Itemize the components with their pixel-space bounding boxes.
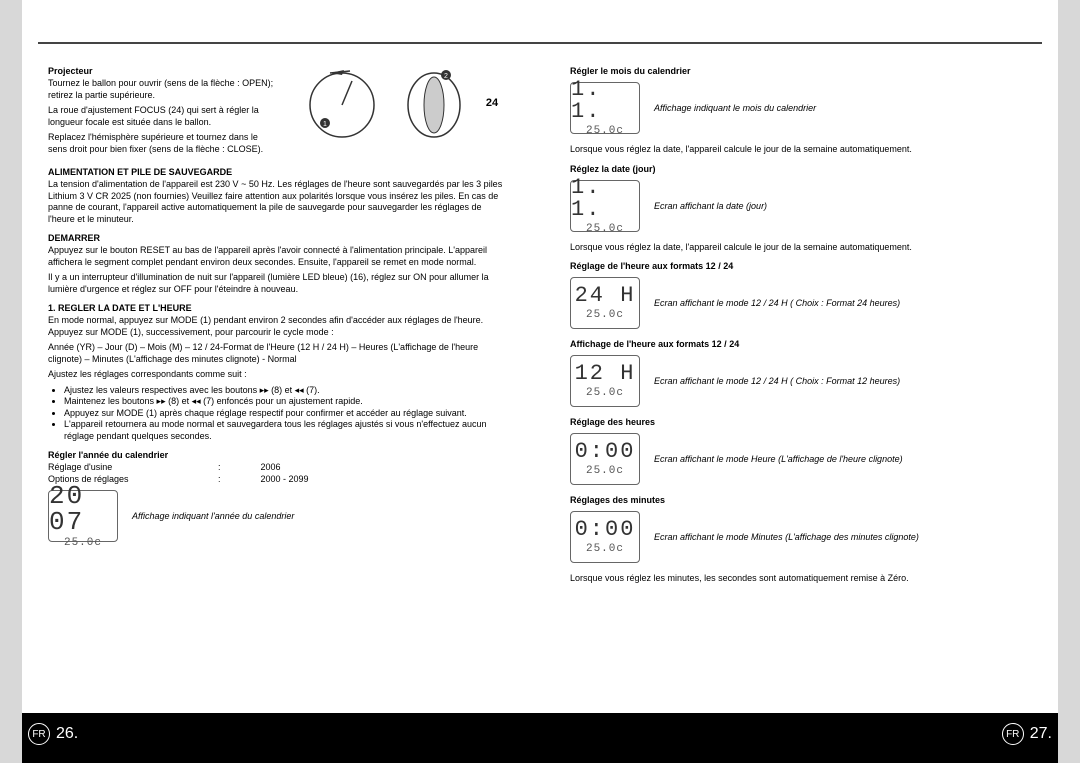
page-number-right: FR 27.: [1002, 723, 1052, 745]
lcd-day: 1. 1. 25.0c: [570, 180, 640, 232]
text: Il y a un interrupteur d'illumination de…: [48, 272, 510, 295]
text: Lorsque vous réglez les minutes, les sec…: [570, 573, 1032, 585]
top-rule: [38, 42, 1042, 44]
lcd-caption: Affichage indiquant le mois du calendrie…: [654, 103, 816, 113]
right-sidebar: [1058, 0, 1080, 763]
svg-text:1: 1: [323, 121, 327, 128]
heading-regler-date: 1. REGLER LA DATE ET L'HEURE: [48, 303, 510, 313]
heading-annee: Régler l'année du calendrier: [48, 450, 510, 460]
text: La roue d'ajustement FOCUS (24) qui sert…: [48, 105, 274, 128]
lcd-sub: 25.0c: [64, 537, 102, 549]
text: Lorsque vous réglez la date, l'appareil …: [570, 242, 1032, 254]
lcd-sub: 25.0c: [586, 387, 624, 399]
lcd-main: 20 07: [49, 483, 117, 535]
list-item: L'appareil retournera au mode normal et …: [64, 419, 510, 442]
lcd-12h: 12 H 25.0c: [570, 355, 640, 407]
lcd-sub: 25.0c: [586, 465, 624, 477]
text: Appuyez sur le bouton RESET au bas de l'…: [48, 245, 510, 268]
heading-demarrer: DEMARRER: [48, 233, 510, 243]
projector-figure: 1 2 24: [290, 58, 510, 148]
lcd-year: 20 07 25.0c: [48, 490, 118, 542]
text: Lorsque vous réglez la date, l'appareil …: [570, 144, 1032, 156]
value: 2000 - 2099: [261, 474, 309, 484]
colon: :: [218, 474, 221, 484]
left-sidebar: [0, 0, 22, 763]
lcd-main: 0:00: [575, 519, 636, 541]
heading-minutes: Réglages des minutes: [570, 495, 1032, 505]
text: Tournez le ballon pour ouvrir (sens de l…: [48, 78, 274, 101]
colon: :: [218, 462, 221, 472]
heading-projecteur: Projecteur: [48, 66, 274, 76]
list-item: Maintenez les boutons ▸▸ (8) et ◂◂ (7) e…: [64, 396, 510, 408]
lcd-main: 1. 1.: [571, 177, 639, 221]
lang-badge: FR: [1002, 723, 1024, 745]
projector-circle-1: 1: [302, 63, 382, 143]
list-item: Ajustez les valeurs respectives avec les…: [64, 385, 510, 397]
page-number: 26.: [56, 725, 78, 743]
lcd-sub: 25.0c: [586, 223, 624, 235]
adjust-list: Ajustez les valeurs respectives avec les…: [48, 385, 510, 443]
text: Replacez l'hémisphère supérieure et tour…: [48, 132, 274, 155]
heading-heures: Réglage des heures: [570, 417, 1032, 427]
lcd-caption: Ecran affichant le mode 12 / 24 H ( Choi…: [654, 298, 900, 308]
heading-jour: Réglez la date (jour): [570, 164, 1032, 174]
lang-badge: FR: [28, 723, 50, 745]
text: En mode normal, appuyez sur MODE (1) pen…: [48, 315, 510, 338]
lcd-sub: 25.0c: [586, 543, 624, 555]
lcd-main: 12 H: [575, 363, 636, 385]
lcd-month: 1. 1. 25.0c: [570, 82, 640, 134]
lcd-main: 1. 1.: [571, 79, 639, 123]
lcd-main: 24 H: [575, 285, 636, 307]
lcd-minutes: 0:00 25.0c: [570, 511, 640, 563]
value: 2006: [261, 462, 281, 472]
text: Année (YR) – Jour (D) – Mois (M) – 12 / …: [48, 342, 510, 365]
projector-circle-2: 2: [394, 63, 474, 143]
list-item: Appuyez sur MODE (1) après chaque réglag…: [64, 408, 510, 420]
lcd-main: 0:00: [575, 441, 636, 463]
lcd-caption: Affichage indiquant l'année du calendrie…: [132, 511, 294, 521]
lcd-caption: Ecran affichant la date (jour): [654, 201, 767, 211]
settings-row: Réglage d'usine : 2006: [48, 462, 510, 472]
lcd-sub: 25.0c: [586, 125, 624, 137]
fig-label-24: 24: [486, 97, 498, 109]
page-number: 27.: [1030, 725, 1052, 743]
lcd-hours: 0:00 25.0c: [570, 433, 640, 485]
lcd-sub: 25.0c: [586, 309, 624, 321]
text: La tension d'alimentation de l'appareil …: [48, 179, 510, 225]
page-number-left: FR 26.: [28, 723, 78, 745]
heading-format-2: Affichage de l'heure aux formats 12 / 24: [570, 339, 1032, 349]
heading-mois: Régler le mois du calendrier: [570, 66, 1032, 76]
label: Réglage d'usine: [48, 462, 178, 472]
heading-format-1: Réglage de l'heure aux formats 12 / 24: [570, 261, 1032, 271]
settings-row: Options de réglages : 2000 - 2099: [48, 474, 510, 484]
lcd-caption: Ecran affichant le mode Heure (L'afficha…: [654, 454, 903, 464]
text: Ajustez les réglages correspondants comm…: [48, 369, 510, 381]
page-left: Projecteur Tournez le ballon pour ouvrir…: [38, 58, 540, 693]
lcd-caption: Ecran affichant le mode 12 / 24 H ( Choi…: [654, 376, 900, 386]
heading-alimentation: ALIMENTATION ET PILE DE SAUVEGARDE: [48, 167, 510, 177]
svg-text:2: 2: [444, 73, 448, 80]
footer-bar: [22, 713, 1058, 763]
lcd-caption: Ecran affichant le mode Minutes (L'affic…: [654, 532, 919, 542]
lcd-24h: 24 H 25.0c: [570, 277, 640, 329]
page-right: Régler le mois du calendrier 1. 1. 25.0c…: [540, 58, 1042, 693]
